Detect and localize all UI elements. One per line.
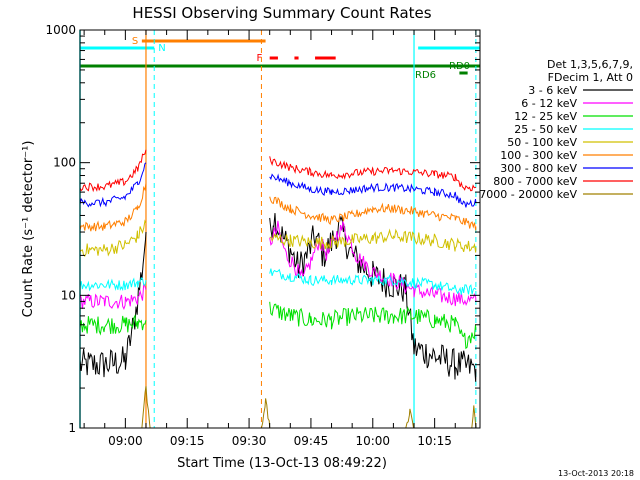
y-tick-label: 100 (53, 156, 76, 170)
series-line-5 (269, 196, 477, 231)
flag-label: N (158, 43, 165, 54)
x-tick-label: 09:45 (294, 434, 329, 448)
y-tick-label: 10 (61, 288, 76, 302)
legend-header-line-1: Det 1,3,5,6,7,9, (547, 58, 633, 71)
x-axis-ticks: 09:00 09:15 09:30 09:45 10:00 10:15 (83, 30, 477, 448)
chart-title: HESSI Observing Summary Count Rates (132, 4, 431, 22)
legend-label: 800 - 7000 keV (493, 175, 577, 188)
series-line-7 (269, 156, 477, 192)
flag-bars: S N F RD0 RD6 (80, 36, 480, 81)
series-line-3 (269, 268, 477, 295)
legend-label: 3 - 6 keV (528, 84, 577, 97)
series-line-0 (269, 213, 477, 382)
flag-label: F (256, 53, 262, 64)
series-line-8 (141, 386, 151, 429)
legend-label: 50 - 100 keV (507, 136, 577, 149)
series-line-8 (405, 408, 415, 429)
series-line-1 (269, 220, 477, 307)
legend-label: 6 - 12 keV (521, 97, 577, 110)
series-line-1 (79, 282, 147, 310)
legend-header-line-2: FDecim 1, Att 0 (548, 71, 633, 84)
x-tick-label: 09:00 (108, 434, 143, 448)
series-line-8 (260, 398, 271, 429)
x-tick-label: 10:00 (355, 434, 390, 448)
x-axis-label: Start Time (13-Oct-13 08:49:22) (177, 456, 387, 471)
series-line-4 (269, 228, 477, 253)
series-line-5 (79, 183, 147, 232)
series-line-7 (79, 149, 147, 193)
x-tick-label: 09:15 (170, 434, 205, 448)
legend-label: 300 - 800 keV (500, 162, 577, 175)
x-tick-label: 09:30 (232, 434, 267, 448)
series-line-2 (269, 301, 477, 350)
series-line-8 (471, 405, 477, 429)
series-line-6 (79, 162, 147, 208)
flag-label: S (132, 36, 138, 47)
series-line-2 (79, 314, 147, 336)
plot-frame (79, 29, 481, 429)
y-axis-ticks: 1 10 100 1000 (45, 23, 480, 435)
y-tick-label: 1000 (45, 23, 76, 37)
series-line-3 (79, 277, 147, 292)
series-line-4 (79, 219, 147, 257)
x-tick-label: 10:15 (417, 434, 452, 448)
legend-label: 7000 - 20000 keV (479, 188, 577, 201)
legend-label: 12 - 25 keV (514, 110, 577, 123)
y-axis-label: Count Rate (s⁻¹ detector⁻¹) (21, 141, 36, 318)
flag-label: RD0 (449, 61, 470, 72)
series-line-6 (269, 173, 477, 208)
legend-label: 25 - 50 keV (514, 123, 577, 136)
legend-label: 100 - 300 keV (500, 149, 577, 162)
footer-timestamp: 13-Oct-2013 20:18 (558, 469, 634, 478)
flag-label: RD6 (415, 70, 436, 81)
series-lines (79, 149, 477, 429)
y-tick-label: 1 (68, 421, 76, 435)
